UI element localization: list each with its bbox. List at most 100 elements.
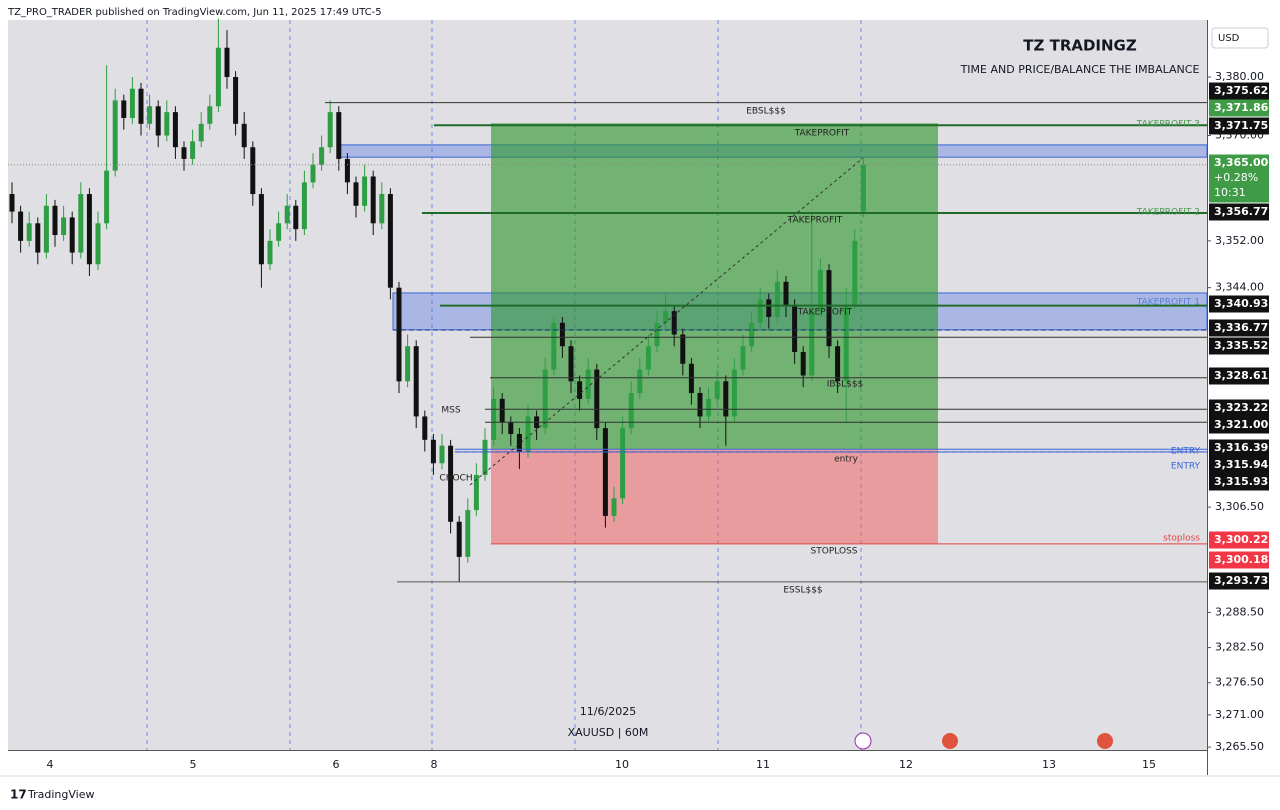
candle-body (207, 106, 213, 124)
footer-logo: 17 (10, 788, 27, 802)
candle-body (731, 369, 737, 417)
price-label: 3,356.77 (1214, 205, 1268, 218)
candle-body (147, 106, 153, 124)
candle-body (78, 194, 84, 253)
candle-body (800, 352, 806, 376)
candle-body (301, 182, 307, 230)
event-icon[interactable] (1097, 733, 1113, 749)
y-tick-label: 3,265.50 (1215, 740, 1264, 753)
candle-body (258, 194, 264, 265)
candle-body (233, 77, 239, 124)
candle-body (9, 194, 15, 212)
candle-body (95, 223, 101, 265)
candle-body (172, 112, 178, 148)
chart-subtitle: TIME AND PRICE/BALANCE THE IMBALANCE (960, 63, 1200, 76)
candle-body (387, 194, 393, 288)
footer-brand: TradingView (27, 788, 94, 801)
trend-line (469, 157, 864, 486)
publisher: TZ_PRO_TRADER published on TradingView.c… (7, 7, 382, 18)
candle-body (465, 510, 471, 557)
candle-body (413, 346, 419, 417)
candles (9, 18, 866, 583)
price-label: 3,323.22 (1214, 401, 1268, 414)
annotation: MSS (441, 406, 460, 416)
price-label: 3,293.73 (1214, 574, 1268, 587)
annotation: IBSL$$$ (827, 380, 864, 390)
candle-body (190, 141, 196, 159)
candle-body (688, 363, 694, 394)
price-label-box (1209, 295, 1269, 313)
candle-body (405, 346, 411, 382)
x-tick-label: 12 (899, 758, 913, 771)
candle-body (344, 158, 350, 183)
candle-body (284, 205, 290, 224)
candle-body (198, 123, 204, 142)
candle-body (499, 398, 505, 423)
candle-body (267, 240, 273, 265)
currency-button[interactable] (1211, 27, 1269, 49)
levels (8, 102, 1207, 583)
x-tick-label: 4 (47, 758, 54, 771)
x-tick-label: 6 (333, 758, 340, 771)
price-label-box (1209, 551, 1269, 569)
candle-body (448, 445, 454, 522)
annotation: ENTRY (1171, 462, 1201, 472)
candle-body (766, 299, 772, 317)
y-axis: 3,380.003,370.003,352.003,344.003,306.50… (1207, 70, 1264, 753)
event-icon[interactable] (854, 732, 872, 750)
candle-body (663, 311, 669, 323)
price-label-box (1209, 367, 1269, 385)
y-tick-label: 3,288.50 (1215, 605, 1264, 618)
chart-title: TZ TRADINGZ (1023, 37, 1137, 55)
price-labels: 3,375.62 3,371.86 3,371.75 3,365.00 +0.28% 10… (1209, 82, 1269, 590)
candle-body (551, 322, 557, 370)
price-label: 3,336.77 (1214, 321, 1268, 334)
price-label: 3,340.93 (1214, 297, 1268, 310)
candle-body (18, 211, 24, 241)
candle-body (112, 100, 118, 171)
candle-body (155, 106, 161, 136)
candle-body (757, 299, 763, 323)
price-label-box (1209, 337, 1269, 355)
candle-body (611, 498, 617, 516)
candle-body (336, 112, 342, 159)
x-axis: 4 5 6 8 10 11 12 13 15 (47, 758, 1157, 771)
candle-body (35, 223, 41, 253)
candle-body (654, 322, 660, 347)
event-icon[interactable] (942, 733, 958, 749)
price-label: 3,316.39 (1214, 441, 1268, 454)
y-tick-label: 3,271.00 (1215, 708, 1264, 721)
annotation: TAKEPROFIT (787, 216, 843, 226)
candle-body (783, 281, 789, 306)
y-tick-label: 3,380.00 (1215, 70, 1264, 83)
price-label-box (1209, 117, 1269, 135)
candle-body (637, 369, 643, 394)
candle-body (310, 164, 316, 183)
annotation: TAKEPROFIT (797, 308, 853, 318)
candle-body (594, 369, 600, 429)
candle-body (129, 88, 135, 118)
candle-body (508, 422, 514, 434)
candle-body (774, 281, 780, 317)
price-label: 3,328.61 (1214, 369, 1268, 382)
price-label-box (1209, 203, 1269, 221)
candle-body (620, 428, 626, 499)
candle-body (835, 346, 841, 382)
candle-body (740, 346, 746, 370)
candle-body (671, 311, 677, 335)
annotation: stoploss (1163, 534, 1200, 544)
zone (491, 449, 938, 544)
price-label: 3,321.00 (1214, 418, 1269, 431)
candle-body (104, 170, 110, 224)
price-label-box (1209, 416, 1269, 434)
candle-body (276, 223, 282, 241)
candle-body (628, 393, 634, 429)
date-label: 11/6/2025 (580, 705, 636, 718)
candle-body (843, 305, 849, 382)
annotation: CHOCH (439, 474, 472, 484)
candle-body (852, 240, 858, 306)
bar-countdown: 10:31 (1214, 186, 1246, 199)
candle-body (473, 474, 479, 511)
candle-body (482, 439, 488, 475)
